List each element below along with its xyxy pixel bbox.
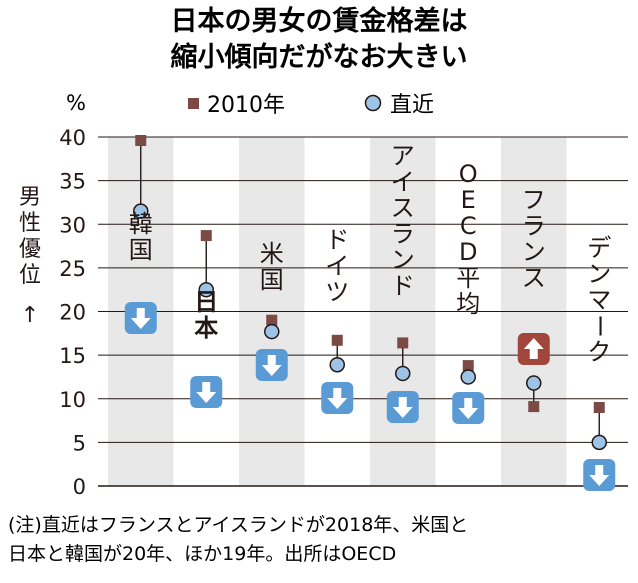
point-recent-0 (133, 203, 149, 219)
down-arrow-icon (130, 308, 151, 329)
direction-badge-3 (321, 382, 354, 414)
direction-badge-0 (124, 302, 157, 334)
y-tick-label: 10 (59, 388, 86, 412)
category-label-2-char: 米 (260, 240, 284, 268)
category-label-2-char: 国 (260, 266, 284, 294)
direction-badge-5 (452, 392, 485, 424)
direction-badge-1 (190, 376, 223, 408)
down-arrow-icon (196, 382, 217, 403)
point-2010-1 (200, 230, 212, 242)
point-recent-7 (591, 434, 607, 451)
point-recent-3 (329, 356, 345, 373)
category-label-6-char: ラ (522, 212, 546, 240)
direction-badge-6 (517, 333, 550, 365)
category-label-5-char: D (459, 238, 477, 266)
category-label-7-char: ク (587, 338, 611, 366)
category-label-5-char: C (460, 212, 477, 240)
point-recent-5 (460, 369, 476, 385)
category-label-4-char: ス (391, 194, 415, 222)
footnote-line-2: 日本と韓国が20年、ほか19年。出所はOECD (8, 543, 396, 565)
category-label-7-char: ー (585, 314, 613, 338)
category-label-3-char: イ (325, 252, 349, 280)
category-label-1-char: 本 (194, 314, 218, 342)
category-label-4-char: イ (391, 168, 415, 196)
legend-label-2010: 2010年 (207, 93, 285, 118)
y-tick-label: 0 (73, 475, 86, 499)
point-recent-2 (264, 323, 280, 340)
category-label-7-char: ン (587, 260, 611, 288)
legend-marker-recent (364, 94, 382, 112)
down-arrow-icon (458, 398, 479, 419)
point-recent-4 (395, 365, 411, 382)
category-label-1-char: 日 (194, 288, 218, 316)
category-label-4-char: ア (391, 142, 415, 170)
category-label-0-char: 国 (129, 236, 153, 264)
y-axis-label-char: 性 (19, 211, 41, 236)
legend-label-recent: 直近 (390, 93, 434, 118)
y-axis-label-char: 位 (19, 263, 41, 288)
y-tick-label: 40 (59, 126, 86, 150)
y-tick-label: 15 (59, 344, 86, 368)
point-2010-3 (331, 334, 343, 346)
point-2010-7 (593, 401, 605, 413)
point-recent-1 (198, 281, 214, 298)
y-axis-unit: % (66, 91, 86, 115)
down-arrow-icon (589, 465, 610, 486)
down-arrow-icon (327, 388, 348, 409)
y-axis-label-char: 優 (19, 237, 41, 262)
category-label-5-char: E (461, 186, 476, 214)
point-2010-4 (397, 337, 409, 349)
y-tick-label: 5 (73, 431, 86, 455)
chart-title-line-2: 縮小傾向だがなお大きい (171, 41, 468, 73)
category-label-6-char: フ (522, 186, 546, 214)
category-label-3-char: ド (325, 226, 349, 254)
point-2010-2 (266, 314, 278, 326)
category-label-0-char: 韓 (129, 210, 153, 238)
point-2010-5 (462, 360, 474, 372)
direction-badge-7 (583, 459, 616, 491)
point-2010-6 (528, 401, 540, 413)
y-tick-label: 25 (59, 257, 86, 281)
y-tick-label: 20 (59, 301, 86, 325)
legend-marker-2010 (188, 98, 199, 109)
category-label-5-char: O (459, 160, 478, 188)
category-label-5-char: 均 (456, 290, 480, 318)
category-label-7-char: マ (587, 286, 611, 314)
footnote-line-1: (注)直近はフランスとアイスランドが2018年、米国と (8, 514, 468, 536)
category-label-6-char: ス (522, 264, 546, 292)
point-recent-6 (526, 375, 542, 391)
category-label-4-char: ド (391, 272, 415, 300)
y-axis-arrow: ↑ (21, 303, 39, 328)
category-label-5-char: 平 (456, 264, 480, 292)
category-label-4-char: ラ (391, 220, 415, 248)
down-arrow-icon (392, 397, 413, 418)
up-arrow-icon (523, 338, 544, 359)
y-axis-label-char: 男 (19, 185, 41, 210)
y-tick-label: 30 (59, 213, 86, 237)
category-label-4-char: ン (391, 246, 415, 274)
direction-badge-4 (386, 391, 419, 423)
category-label-6-char: ン (522, 238, 546, 266)
down-arrow-icon (261, 355, 282, 376)
chart-title-line-1: 日本の男女の賃金格差は (171, 5, 468, 37)
category-label-3-char: ツ (325, 278, 349, 306)
point-2010-0 (135, 134, 147, 146)
direction-badge-2 (255, 349, 288, 381)
category-label-7-char: デ (587, 234, 611, 262)
y-tick-label: 35 (59, 170, 86, 194)
